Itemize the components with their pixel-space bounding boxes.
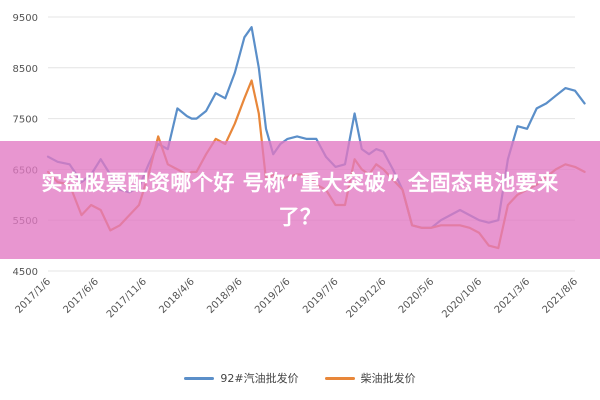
y-tick-label: 8500 [13,64,38,75]
legend-item-diesel: 柴油批发价 [324,370,416,386]
x-axis-ticks: 2017/1/6 2017/6/6 2017/11/6 2018/4/6 2018/9/… [14,276,581,320]
legend-swatch-diesel [324,376,355,380]
x-tick-label: 2018/4/6 [157,276,197,316]
x-tick-label: 2021/3/6 [493,276,533,316]
y-tick-label: 7500 [13,115,38,126]
legend-item-gasoline: 92#汽油批发价 [184,370,299,386]
x-tick-label: 2020/5/6 [397,276,437,316]
legend-swatch-gasoline [184,376,215,380]
x-tick-label: 2017/1/6 [14,276,54,316]
x-tick-label: 2019/12/6 [344,276,388,320]
x-tick-label: 2018/9/6 [205,276,245,316]
x-tick-label: 2019/7/6 [301,276,341,316]
headline-text: 实盘股票配资哪个好 号称“重大突破” 全固态电池要来了？ [41,171,559,229]
x-tick-label: 2021/8/6 [541,276,581,316]
legend-label-diesel: 柴油批发价 [360,372,416,385]
headline-banner: 实盘股票配资哪个好 号称“重大突破” 全固态电池要来了？ [0,141,600,259]
chart-legend: 92#汽油批发价 柴油批发价 [0,368,600,388]
x-tick-label: 2017/11/6 [105,276,149,320]
y-tick-label: 4500 [13,267,38,278]
y-tick-label: 9500 [13,13,38,24]
x-tick-label: 2020/10/6 [440,276,484,320]
legend-label-gasoline: 92#汽油批发价 [220,372,299,385]
x-tick-label: 2019/2/6 [253,276,293,316]
x-tick-label: 2017/6/6 [61,276,101,316]
